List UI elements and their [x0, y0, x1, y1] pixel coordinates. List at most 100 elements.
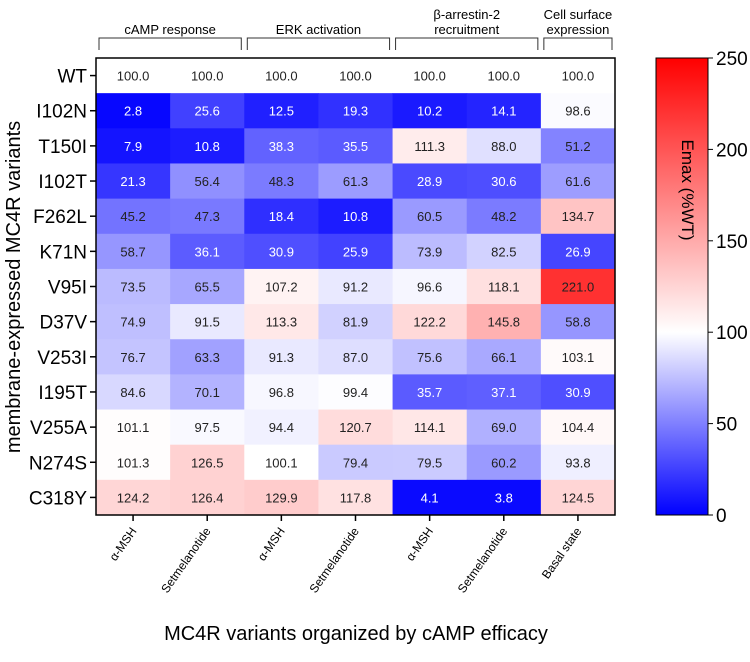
heatmap-cell [466, 374, 542, 411]
heatmap-cell [392, 58, 468, 94]
heatmap-cell [540, 268, 616, 305]
cell-value-label: 104.4 [562, 420, 595, 435]
cell-value-label: 126.4 [191, 490, 224, 505]
cell-value-label: 79.5 [417, 455, 442, 470]
x-tick-label: α-MSH [106, 525, 139, 564]
heatmap-cell [244, 163, 319, 200]
cell-value-label: 120.7 [339, 420, 372, 435]
heatmap-cell [318, 163, 394, 200]
heatmap-cell [466, 444, 542, 481]
group-label: recruitment [434, 22, 499, 37]
heatmap-cell [466, 409, 542, 446]
heatmap-cell [170, 128, 245, 164]
cell-value-label: 36.1 [195, 244, 220, 259]
heatmap-cell [318, 339, 394, 375]
heatmap-cell [392, 409, 468, 446]
cell-value-label: 97.5 [195, 420, 220, 435]
heatmap-cell [170, 268, 245, 305]
cell-value-label: 73.5 [120, 280, 145, 295]
cell-value-label: 10.8 [343, 209, 368, 224]
heatmap-cell [540, 58, 616, 94]
heatmap-cell [96, 479, 171, 516]
colorbar-tick-label: 100 [716, 323, 748, 344]
cell-value-label: 117.8 [340, 490, 372, 505]
heatmap-cell [318, 233, 394, 270]
heatmap-cell [170, 58, 245, 94]
heatmap-cell [170, 374, 245, 411]
cell-value-label: 73.9 [417, 244, 442, 259]
heatmap-cell [244, 93, 319, 129]
cell-value-label: 114.1 [414, 420, 446, 435]
heatmap-cell [244, 198, 319, 235]
cell-value-label: 124.5 [562, 490, 595, 505]
heatmap-cell [96, 339, 171, 375]
colorbar-tick-label: 250 [716, 49, 748, 70]
heatmap-cell [540, 198, 616, 235]
heatmap-cell [466, 93, 542, 129]
cell-value-label: 19.3 [343, 104, 368, 119]
heatmap-cell [244, 268, 319, 305]
cell-value-label: 35.5 [343, 139, 368, 154]
cell-value-label: 56.4 [195, 174, 220, 189]
heatmap-cell [244, 374, 319, 411]
heatmap-cell [392, 233, 468, 270]
heatmap-cell [466, 198, 542, 235]
cell-value-label: 99.4 [343, 385, 368, 400]
x-tick-label: α-MSH [255, 525, 288, 564]
x-tick-label: Setmelanotide [455, 524, 511, 595]
heatmap-cell [244, 304, 319, 340]
cell-value-label: 113.3 [266, 315, 298, 330]
heatmap-cell [392, 304, 468, 340]
cell-value-label: 58.8 [565, 315, 590, 330]
group-bracket [543, 37, 613, 50]
heatmap-cell [244, 233, 319, 270]
cell-value-label: 91.2 [343, 280, 368, 295]
cell-value-label: 100.0 [265, 69, 298, 84]
cell-value-label: 3.8 [495, 490, 513, 505]
heatmap-cell [466, 339, 542, 375]
x-tick-label: α-MSH [403, 525, 436, 564]
cell-value-label: 30.6 [491, 174, 516, 189]
heatmap-cell [96, 304, 171, 340]
heatmap-cell [170, 163, 245, 200]
heatmap-cell [318, 268, 394, 305]
cell-value-label: 129.9 [265, 490, 298, 505]
heatmap-cell [466, 233, 542, 270]
cell-value-label: 18.4 [269, 209, 294, 224]
cell-value-label: 26.9 [565, 244, 590, 259]
y-tick-label: V255A [30, 418, 87, 439]
heatmap-cell [318, 374, 394, 411]
x-axis-title: MC4R variants organized by cAMP efficacy [164, 623, 548, 645]
heatmap-cell [170, 304, 245, 340]
cell-value-label: 100.0 [413, 69, 446, 84]
heatmap-cell [318, 58, 394, 94]
group-label: expression [546, 22, 609, 37]
heatmap-cell [540, 233, 616, 270]
cell-value-label: 51.2 [565, 139, 590, 154]
colorbar-tick-label: 150 [716, 232, 748, 253]
heatmap-cell [318, 93, 394, 129]
heatmap-cell [96, 128, 171, 164]
cell-value-label: 87.0 [343, 350, 368, 365]
cell-value-label: 45.2 [120, 209, 145, 224]
cell-value-label: 10.2 [417, 104, 442, 119]
cell-value-label: 30.9 [269, 244, 294, 259]
cell-value-label: 69.0 [491, 420, 516, 435]
heatmap-cell [466, 479, 542, 516]
cell-value-label: 60.2 [491, 455, 516, 470]
heatmap-cell [170, 198, 245, 235]
y-tick-label: I195T [38, 383, 87, 404]
cell-value-label: 118.1 [488, 280, 520, 295]
heatmap-cell [170, 233, 245, 270]
heatmap-cell [318, 128, 394, 164]
heatmap-cell [96, 374, 171, 411]
heatmap-cell [466, 58, 542, 94]
cell-value-label: 100.0 [488, 69, 521, 84]
y-tick-label: I102T [38, 172, 87, 193]
heatmap-cell [466, 304, 542, 340]
cell-value-label: 91.5 [195, 315, 220, 330]
cell-value-label: 103.1 [562, 350, 595, 365]
x-tick-label: Setmelanotide [306, 524, 362, 595]
x-tick-label: Setmelanotide [158, 524, 214, 595]
